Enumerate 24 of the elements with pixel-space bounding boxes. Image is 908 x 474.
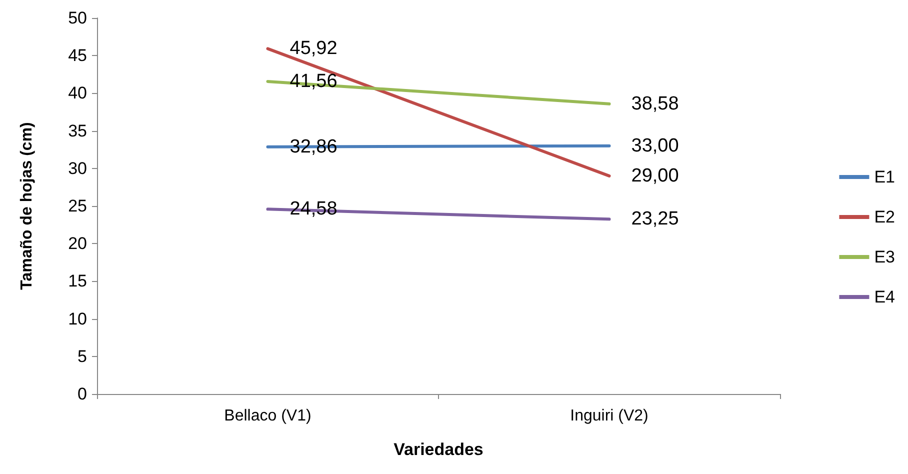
legend-label: E4	[874, 288, 896, 306]
y-tick-label: 15	[68, 272, 87, 291]
y-tick-label: 25	[68, 196, 87, 216]
x-axis-title: Variedades	[394, 440, 484, 459]
data-label: 23,25	[631, 208, 679, 230]
y-tick-label: 35	[68, 121, 87, 140]
y-tick-label: 10	[68, 309, 87, 328]
y-tick-label: 0	[78, 384, 87, 404]
data-label: 29,00	[631, 165, 679, 186]
y-tick-label: 30	[68, 158, 87, 178]
y-tick-label: 45	[68, 46, 87, 66]
legend-label: E3	[874, 248, 896, 266]
x-tick-label: Inguiri (V2)	[570, 408, 648, 424]
legend-label: E2	[874, 208, 896, 226]
legend-label: E1	[874, 168, 896, 186]
y-tick-label: 50	[68, 8, 87, 28]
y-tick-label: 5	[78, 346, 87, 366]
data-label: 33,00	[631, 135, 679, 156]
x-tick-label: Bellaco (V1)	[224, 408, 312, 424]
data-label: 38,58	[631, 93, 679, 114]
y-tick-label: 40	[68, 84, 87, 103]
y-axis-title: Tamaño de hojas (cm)	[18, 122, 36, 290]
data-label: 45,92	[290, 38, 338, 60]
y-tick-label: 20	[68, 234, 87, 254]
